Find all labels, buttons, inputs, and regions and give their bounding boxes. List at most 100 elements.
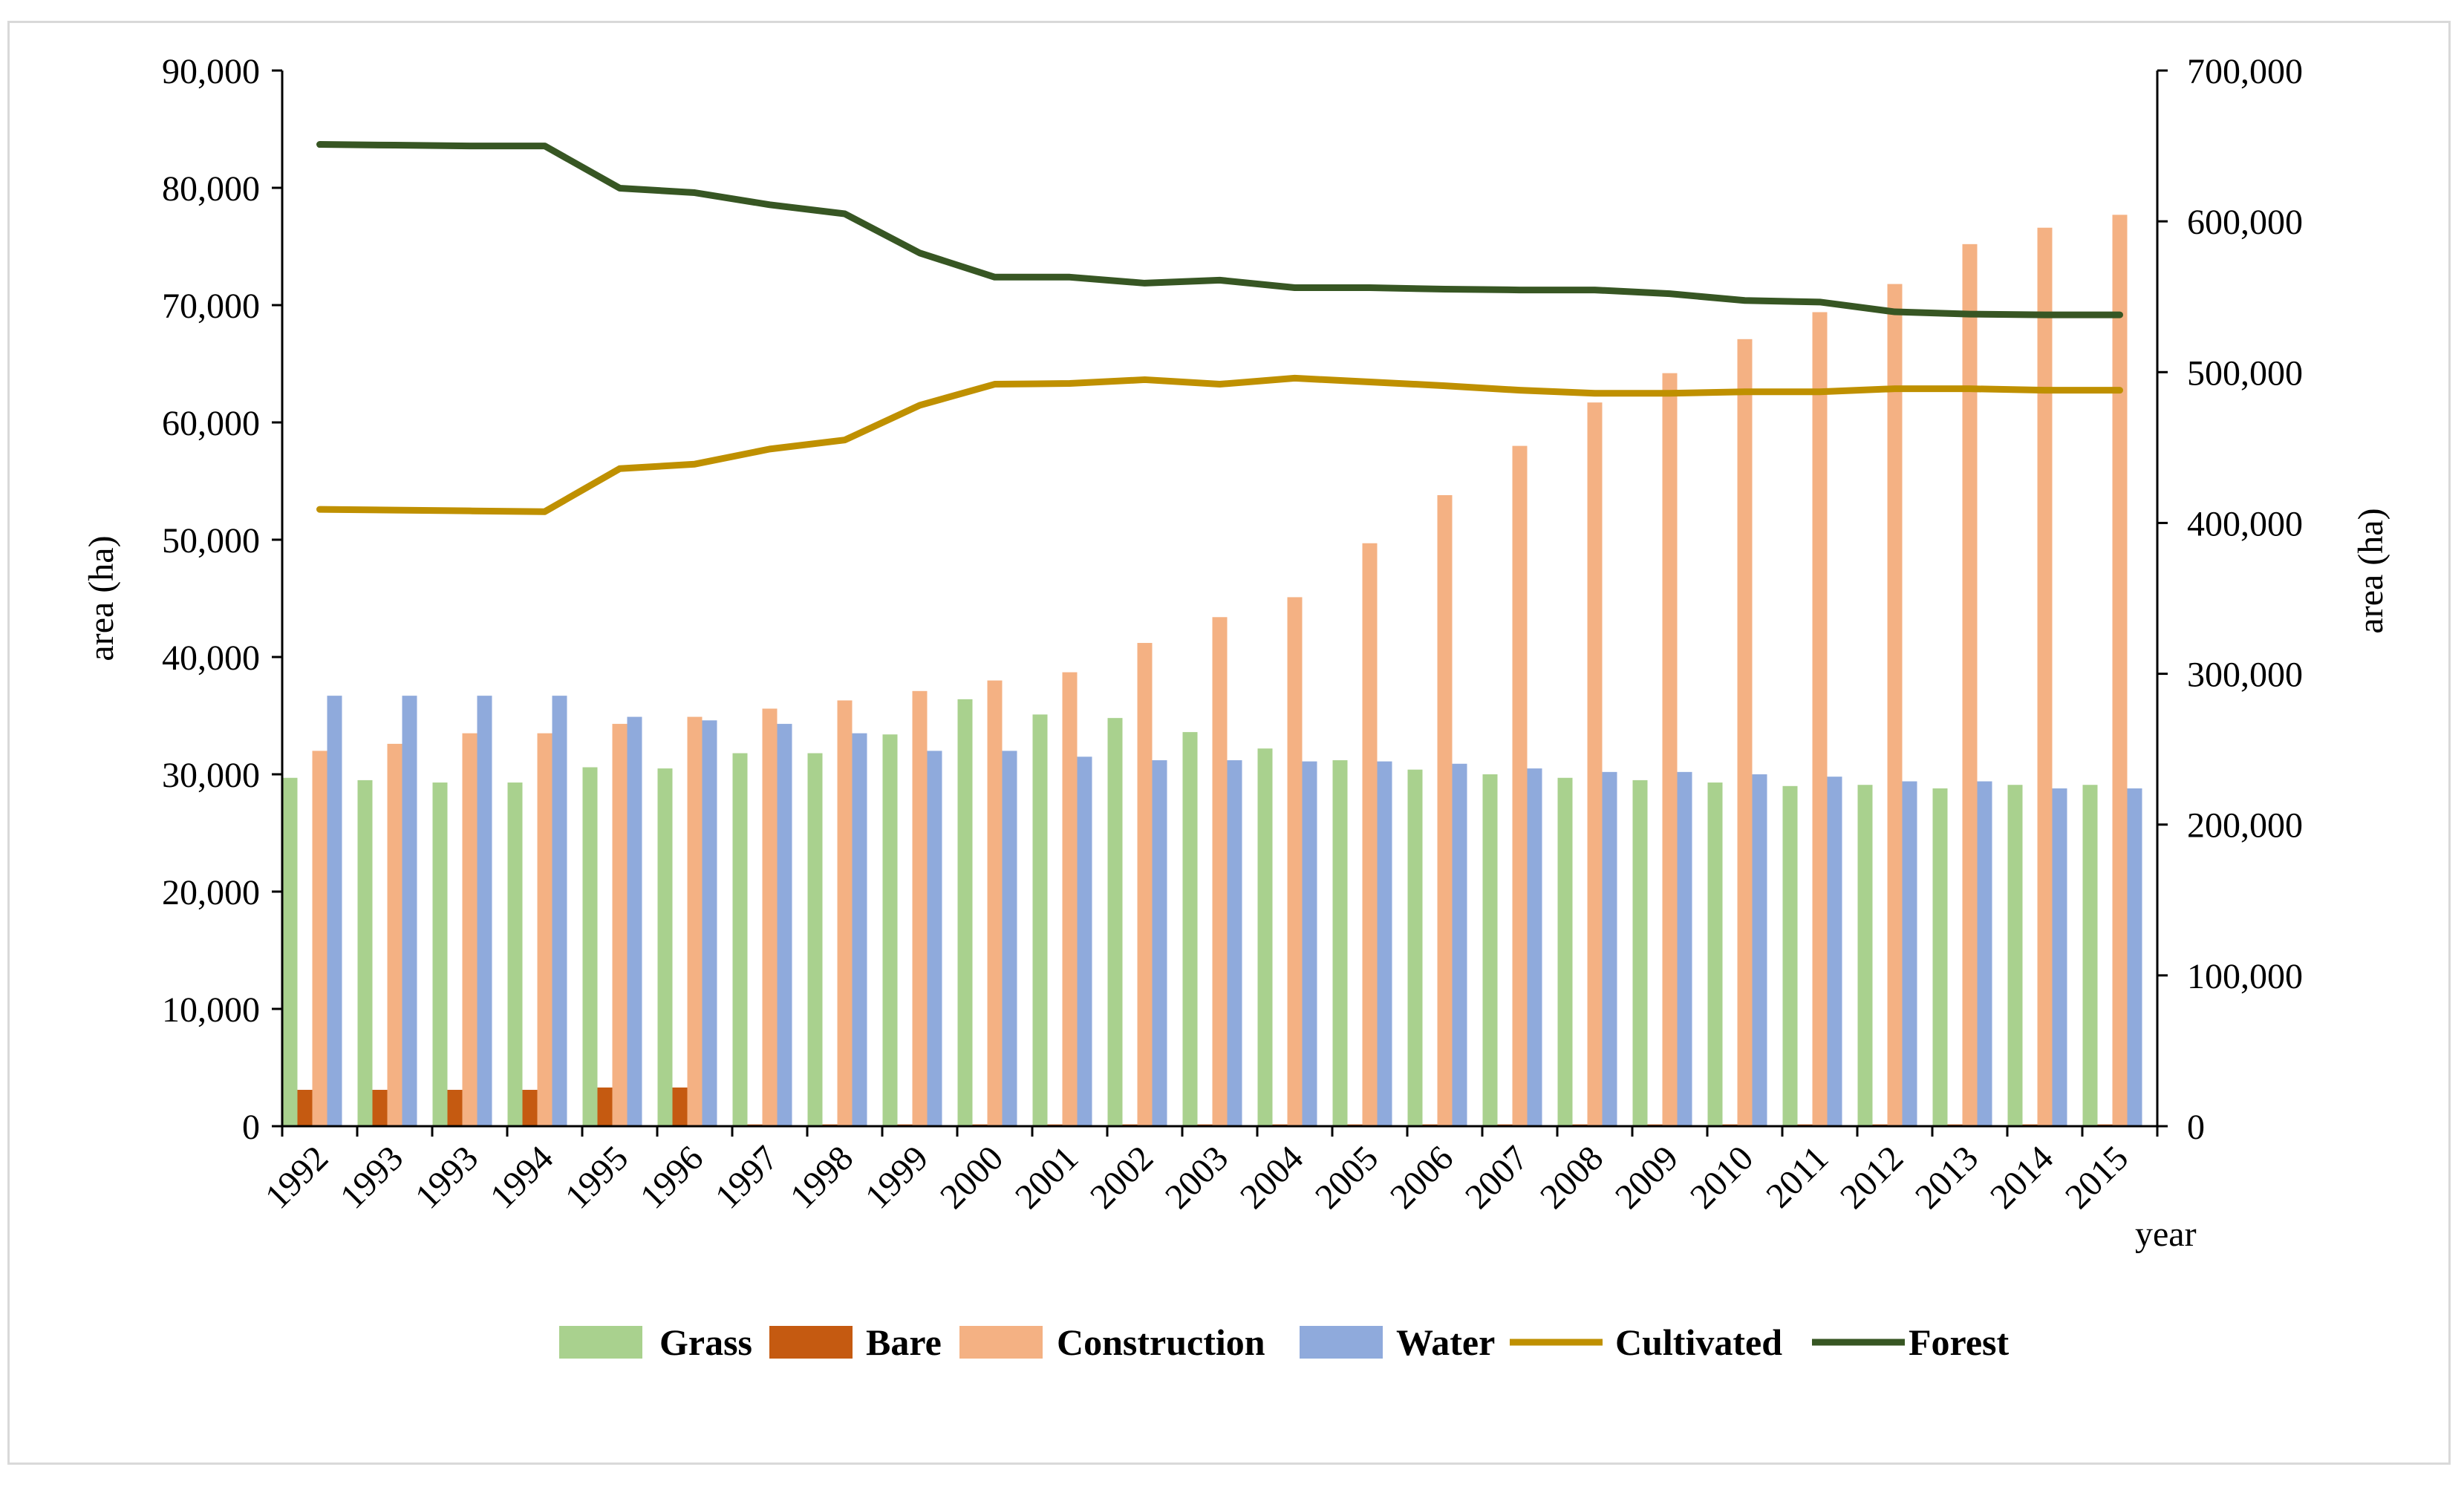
bar-construction-21 <box>1887 284 1903 1126</box>
bar-construction-17 <box>1587 402 1603 1126</box>
x-tick-label: 2008 <box>1533 1138 1611 1216</box>
x-tick-label: 1999 <box>858 1138 936 1216</box>
bar-grass-10 <box>1032 714 1048 1126</box>
bar-construction-22 <box>1962 244 1978 1127</box>
x-tick-label: 2014 <box>1983 1138 2061 1216</box>
bar-water-16 <box>1527 768 1542 1126</box>
bar-grass-6 <box>732 753 748 1126</box>
bar-construction-3 <box>537 733 553 1126</box>
bar-grass-11 <box>1107 718 1123 1126</box>
bar-water-24 <box>2127 788 2142 1126</box>
bar-construction-16 <box>1512 445 1528 1126</box>
y-left-tick-label: 70,000 <box>162 287 260 326</box>
bar-grass-12 <box>1182 732 1198 1126</box>
bar-construction-14 <box>1362 543 1378 1126</box>
y-left-tick-label: 20,000 <box>162 873 260 912</box>
bar-construction-6 <box>762 708 778 1126</box>
bar-water-17 <box>1602 771 1617 1126</box>
line-cultivated <box>316 374 2123 515</box>
bar-water-6 <box>777 724 792 1126</box>
bar-construction-11 <box>1137 643 1153 1126</box>
bar-water-3 <box>552 696 567 1126</box>
bar-grass-2 <box>432 782 448 1126</box>
bar-grass-8 <box>882 734 898 1126</box>
bar-grass-23 <box>2007 785 2023 1126</box>
x-tick-label: 2012 <box>1833 1138 1911 1216</box>
bar-bare-0 <box>297 1090 313 1126</box>
y-left-tick-label: 60,000 <box>162 404 260 443</box>
x-tick-label: 2013 <box>1908 1138 1986 1216</box>
legend-label-water: Water <box>1396 1321 1495 1363</box>
x-tick-label: 1998 <box>783 1138 861 1216</box>
x-tick-label: 1993 <box>333 1138 411 1216</box>
bar-grass-0 <box>282 777 298 1126</box>
bar-bare-5 <box>672 1087 688 1126</box>
y-left-tick-label: 30,000 <box>162 756 260 795</box>
bar-water-8 <box>927 751 942 1126</box>
legend-label-cultivated: Cultivated <box>1615 1321 1782 1363</box>
bar-bare-3 <box>522 1090 538 1126</box>
bar-water-20 <box>1827 777 1842 1126</box>
bar-construction-9 <box>987 680 1003 1126</box>
bar-water-5 <box>702 720 717 1126</box>
bar-bare-1 <box>372 1090 388 1126</box>
y-left-tick-label: 50,000 <box>162 521 260 561</box>
x-tick-label: 2001 <box>1008 1138 1086 1216</box>
y-left-tick-label: 40,000 <box>162 638 260 678</box>
bar-water-11 <box>1152 760 1167 1126</box>
bar-grass-22 <box>1932 788 1948 1126</box>
bar-grass-17 <box>1557 777 1573 1126</box>
bar-grass-21 <box>1857 785 1873 1126</box>
bar-water-4 <box>627 716 642 1126</box>
bar-grass-7 <box>807 753 823 1126</box>
y-left-tick-label: 80,000 <box>162 169 260 209</box>
bar-water-10 <box>1077 756 1092 1126</box>
bar-grass-3 <box>507 782 523 1126</box>
bar-construction-5 <box>687 716 703 1126</box>
y-right-tick-label: 0 <box>2187 1108 2205 1147</box>
bar-water-18 <box>1677 771 1692 1126</box>
x-tick-label: 1994 <box>483 1138 561 1216</box>
bar-water-12 <box>1227 760 1242 1126</box>
bar-bare-4 <box>597 1087 613 1126</box>
bar-construction-0 <box>312 751 327 1126</box>
bar-grass-4 <box>582 767 598 1126</box>
x-tick-label: 2000 <box>933 1138 1011 1216</box>
x-tick-label: 2009 <box>1608 1138 1686 1216</box>
x-tick-label: 1992 <box>258 1138 336 1216</box>
bar-construction-10 <box>1062 672 1078 1126</box>
y-left-tick-label: 0 <box>242 1108 260 1147</box>
bar-grass-16 <box>1482 774 1498 1126</box>
bar-construction-24 <box>2112 215 2128 1127</box>
y-right-tick-label: 500,000 <box>2187 353 2303 393</box>
x-tick-label: 1997 <box>708 1138 786 1216</box>
x-tick-label: 1993 <box>408 1138 486 1216</box>
bar-construction-20 <box>1812 312 1828 1127</box>
legend-label-bare: Bare <box>866 1321 942 1363</box>
x-tick-label: 2007 <box>1458 1138 1536 1216</box>
bar-construction-23 <box>2037 227 2053 1127</box>
x-tick-label: 2011 <box>1759 1138 1836 1215</box>
bar-grass-13 <box>1257 748 1273 1126</box>
x-tick-label: 1996 <box>633 1138 711 1216</box>
bar-construction-7 <box>837 700 853 1126</box>
y-right-tick-label: 200,000 <box>2187 806 2303 846</box>
bar-grass-19 <box>1707 782 1723 1126</box>
bar-water-14 <box>1377 761 1392 1126</box>
legend-swatch-bare <box>769 1326 853 1359</box>
x-tick-label: 2015 <box>2058 1138 2136 1216</box>
x-tick-label: 2002 <box>1083 1138 1161 1216</box>
bar-grass-15 <box>1407 769 1423 1126</box>
bar-grass-24 <box>2082 785 2098 1126</box>
bar-grass-9 <box>957 699 973 1126</box>
line-forest <box>316 141 2123 318</box>
bar-water-9 <box>1002 751 1017 1126</box>
x-tick-label: 2006 <box>1383 1138 1461 1216</box>
bar-construction-15 <box>1437 494 1453 1126</box>
bar-construction-19 <box>1737 339 1753 1126</box>
bar-grass-20 <box>1782 785 1798 1126</box>
y-left-tick-label: 90,000 <box>162 52 260 91</box>
x-tick-label: 2010 <box>1683 1138 1761 1216</box>
y-right-tick-label: 700,000 <box>2187 52 2303 91</box>
x-axis-title: year <box>2135 1215 2197 1254</box>
